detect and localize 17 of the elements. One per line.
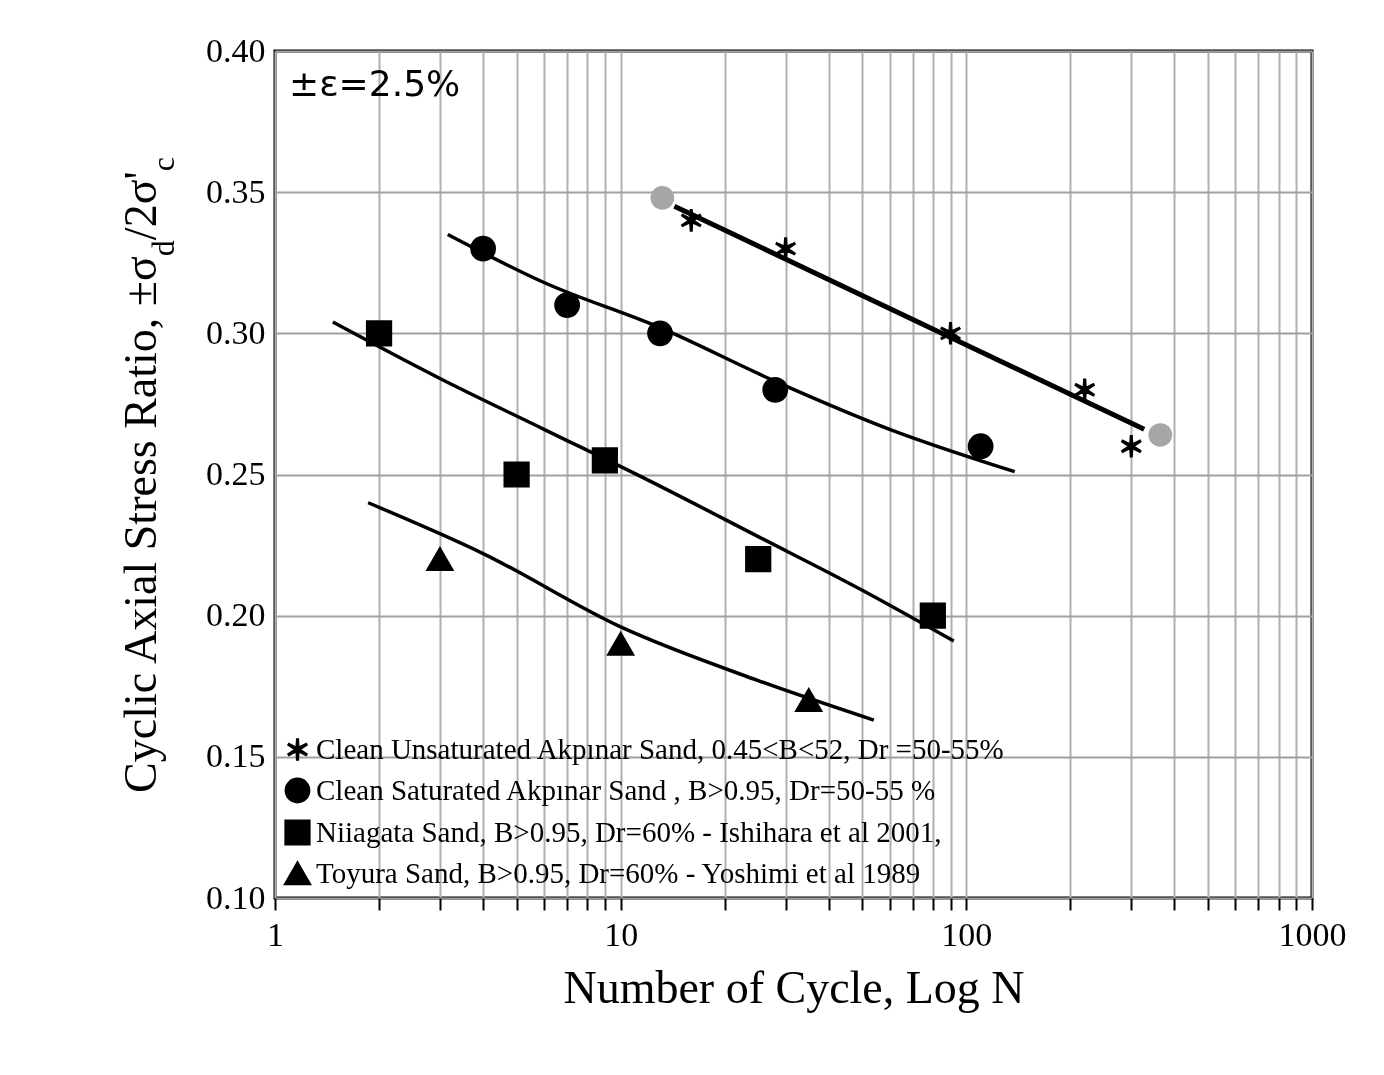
legend-label: Toyura Sand, B>0.95, Dr=60% - Yoshimi et al 1989 xyxy=(316,856,921,889)
x-tick-label: 1000 xyxy=(1278,915,1347,953)
y-tick-label: 0.20 xyxy=(206,596,266,634)
y-tick-label: 0.10 xyxy=(206,878,266,916)
x-tick-label: 100 xyxy=(941,915,993,953)
y-tick-label: 0.30 xyxy=(206,313,266,351)
y-tick-label: 0.25 xyxy=(206,455,266,492)
y-tick-label: 0.40 xyxy=(206,31,266,69)
y-tick-label: 0.15 xyxy=(206,737,266,775)
legend-label: Clean Unsaturated Akpınar Sand, 0.45<B<52, Dr =50-55% xyxy=(316,732,1004,765)
x-axis-title: Number of Cycle, Log N xyxy=(563,961,1025,1013)
x-tick-label: 1 xyxy=(267,915,284,953)
y-tick-label: 0.35 xyxy=(206,172,266,210)
legend-label: Clean Saturated Akpınar Sand , B>0.95, Dr=50-55 % xyxy=(316,773,936,806)
legend-label: Niiagata Sand, B>0.95, Dr=60% - Ishihara et al 2001, xyxy=(316,815,942,848)
x-tick-label: 10 xyxy=(604,915,639,953)
annotation: ±ε=2.5% xyxy=(289,63,461,104)
